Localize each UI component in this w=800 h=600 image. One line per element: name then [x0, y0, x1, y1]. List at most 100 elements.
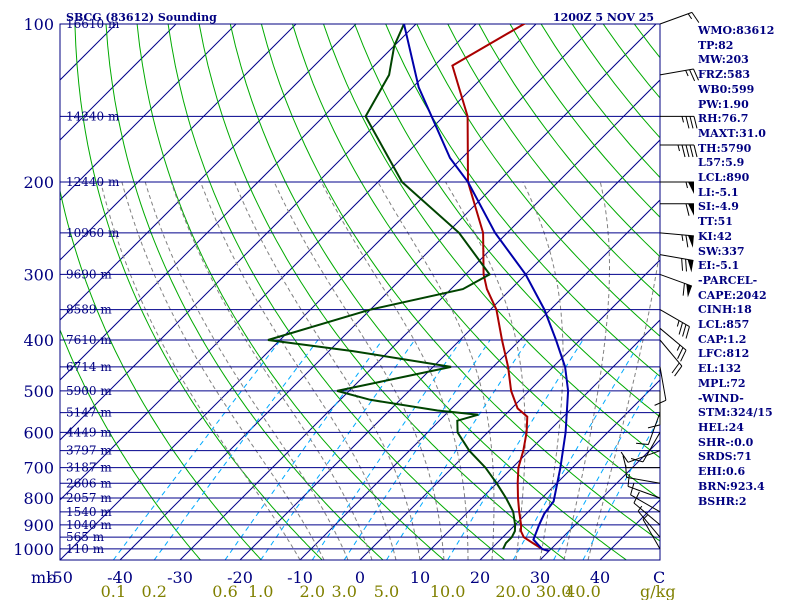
index-line: CAP:1.2 [698, 332, 747, 346]
dry-adiabat-line [136, 24, 445, 560]
parcel-line [402, 24, 570, 553]
wind-barb-flag [677, 347, 684, 359]
isotherm-line [539, 439, 660, 560]
pressure-unit-label: mb [31, 568, 56, 587]
dry-adiabat-line [292, 24, 660, 500]
wind-barb [636, 412, 661, 446]
mixing-ratio-label: 20.0 [495, 582, 531, 600]
wind-barb [627, 474, 661, 499]
wind-barb-staff [659, 327, 687, 351]
mixing-ratio-line [260, 339, 416, 560]
height-label: 110 m [66, 542, 105, 556]
wind-barb-flag [685, 259, 687, 272]
index-line: LI:-5.1 [698, 185, 739, 199]
wind-barb-staff [633, 502, 661, 526]
mixing-ratio-label: 2.0 [300, 582, 325, 600]
height-label: 565 m [66, 530, 105, 544]
height-label: 10960 m [66, 226, 120, 240]
index-line: TT:51 [698, 215, 733, 229]
chart-title: SBCG (83612) Sounding [66, 11, 217, 24]
moist-adiabat-line [522, 181, 564, 560]
wind-barb [659, 273, 693, 298]
index-line: WMO:83612 [698, 24, 775, 37]
wind-barb-staff [642, 519, 661, 550]
mixing-ratio-line [224, 339, 383, 560]
wind-barb-staff [627, 450, 661, 463]
index-line: MPL:72 [698, 376, 746, 390]
dry-adiabat-line [354, 24, 660, 418]
profile-series [267, 24, 570, 553]
temperature-line [451, 24, 550, 553]
wind-barb-flag [693, 116, 698, 129]
wind-barb-flag [678, 322, 683, 335]
moist-adiabat-line [273, 181, 445, 560]
wind-barb [637, 505, 661, 538]
moist-adiabat-line [234, 181, 421, 560]
wind-barb [659, 254, 694, 273]
dry-adiabat-line [60, 188, 262, 560]
temperature-end-label: C [653, 568, 665, 587]
wind-barb [659, 309, 690, 339]
dewpoint-line [267, 24, 517, 550]
index-line: SRDS:71 [698, 450, 752, 464]
wind-barb-flag [630, 457, 644, 463]
wind-barb-pennant [688, 182, 694, 195]
index-line: PW:1.90 [698, 97, 749, 111]
index-line: SHR-:0.0 [698, 435, 754, 449]
wind-barb-half [681, 234, 684, 241]
height-label: 6714 m [66, 360, 112, 374]
isotherm-line [119, 24, 657, 560]
pressure-tick-label: 200 [23, 173, 54, 192]
height-label: 5147 m [66, 406, 112, 420]
wind-barb-pennant [687, 259, 694, 273]
wind-barb-flag [685, 326, 690, 339]
temperature-tick-label: -30 [167, 568, 193, 587]
index-line: MW:203 [698, 53, 749, 67]
mixing-ratio-line [343, 339, 491, 560]
index-line: MAXT:31.0 [698, 126, 766, 140]
dry-adiabat-line [60, 328, 201, 560]
index-line: WB0:599 [698, 82, 755, 96]
isotherm-line [60, 24, 357, 321]
index-line: EI:-5.1 [698, 259, 740, 273]
wind-barb-staff [642, 432, 661, 463]
wind-barb-flag [693, 144, 698, 158]
wind-barb-staff [659, 68, 694, 76]
isotherm-line [239, 139, 660, 560]
isotherm-line [60, 24, 417, 381]
pressure-tick-label: 500 [23, 382, 54, 401]
index-line: FRZ:583 [698, 68, 751, 82]
mixing-ratio-line [447, 339, 584, 560]
dry-adiabat-line [260, 24, 660, 542]
moist-adiabat-line [170, 181, 373, 560]
dry-adiabat-line [323, 24, 660, 459]
wind-barb-pennant [688, 203, 694, 216]
pressure-tick-label: 100 [23, 15, 54, 34]
moist-adiabat-line [200, 181, 397, 560]
index-line: EHI:0.6 [698, 465, 746, 479]
pressure-tick-label: 1000 [13, 540, 54, 559]
wind-barb-flag [627, 474, 630, 487]
height-label: 2057 m [66, 491, 112, 505]
temperature-tick-label: 0 [355, 568, 365, 587]
isotherm-line [479, 379, 660, 560]
wind-barb-flag [625, 465, 628, 478]
moist-adiabat-grid [100, 181, 660, 560]
mixing-ratio-line [153, 339, 319, 560]
wind-barb [660, 115, 698, 129]
index-line: BSHR:2 [698, 494, 747, 508]
mixing-ratio-label: 40.0 [565, 582, 601, 600]
isotherm-line [0, 24, 56, 560]
wind-barb-staff [659, 339, 683, 367]
height-label: 14240 m [66, 109, 120, 123]
wind-barb [620, 450, 661, 463]
index-line: LCL:857 [698, 318, 750, 332]
dry-adiabat-line [229, 24, 627, 560]
wind-barb [647, 390, 661, 429]
mixing-ratio-line [582, 415, 660, 560]
wind-barb-half [676, 320, 680, 327]
temperature-tick-label: -40 [107, 568, 133, 587]
index-line: -WIND- [698, 391, 744, 405]
temperature-tick-label: 10 [410, 568, 430, 587]
isotherm-line [60, 24, 597, 560]
